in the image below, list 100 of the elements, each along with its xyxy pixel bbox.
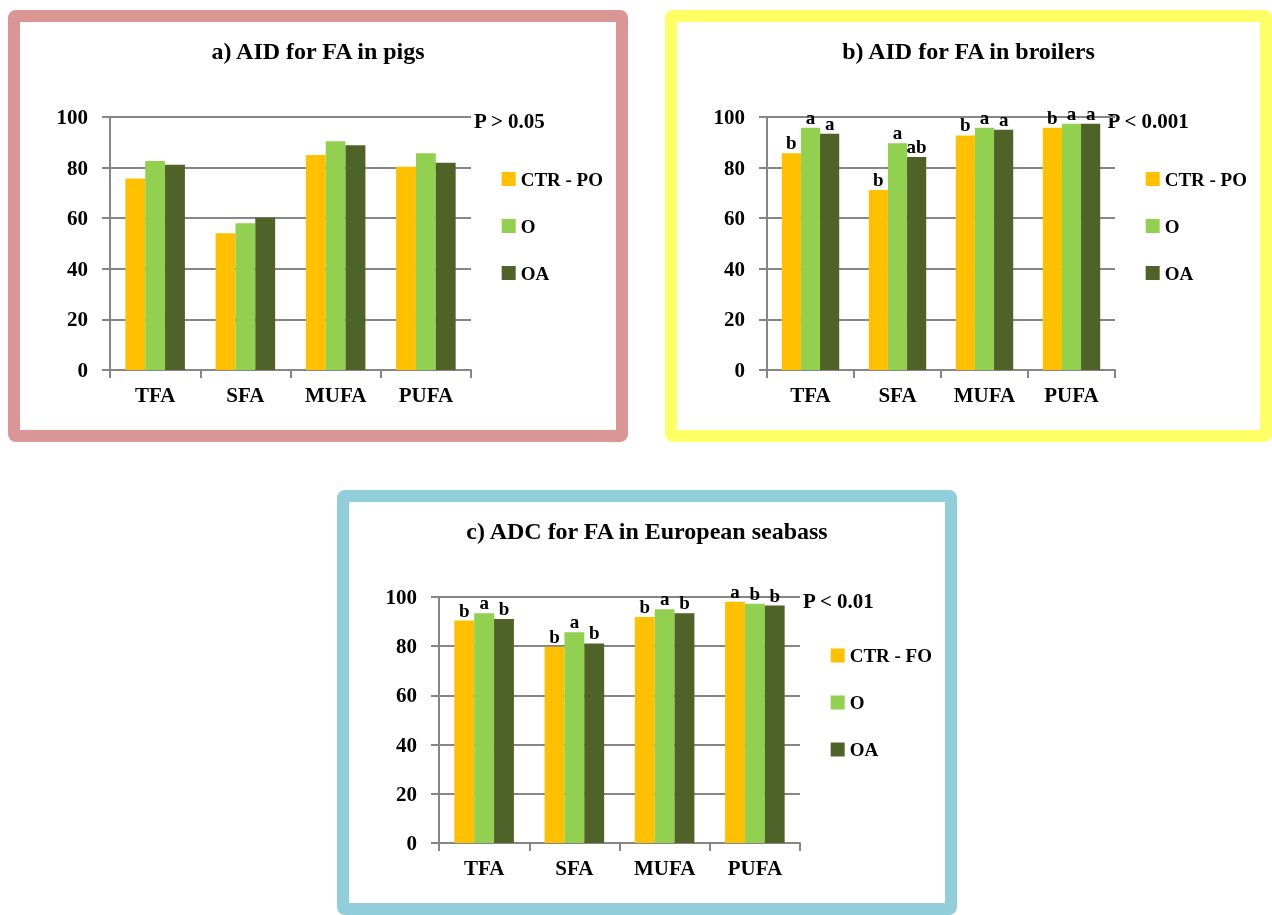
legend-label: CTR - PO <box>520 168 603 190</box>
bar <box>1081 123 1101 370</box>
bar <box>215 233 236 370</box>
data-label: a <box>1085 102 1096 124</box>
legend-label: OA <box>849 739 879 760</box>
legend-label: OA <box>520 262 550 284</box>
bar <box>800 127 821 370</box>
legend-label: O <box>520 215 536 237</box>
x-tick-label: TFA <box>790 382 832 407</box>
x-tick-label: SFA <box>226 382 266 407</box>
bar <box>634 616 655 843</box>
y-tick-label: 60 <box>724 206 745 231</box>
bar <box>325 141 346 370</box>
data-label: a <box>479 592 490 614</box>
bar <box>725 601 745 843</box>
x-tick-label: MUFA <box>953 382 1017 407</box>
bar <box>955 135 975 370</box>
bar <box>415 153 436 370</box>
bar <box>584 643 605 843</box>
bar <box>764 605 785 843</box>
bar <box>255 217 276 370</box>
bar <box>820 133 840 370</box>
bar <box>474 613 495 843</box>
x-tick-label: MUFA <box>304 382 368 407</box>
data-label: a <box>998 108 1009 130</box>
bar <box>435 162 456 370</box>
x-tick-label: TFA <box>134 382 177 407</box>
legend-label: O <box>849 692 865 713</box>
bar <box>305 154 326 370</box>
bar <box>235 223 256 370</box>
data-label: a <box>1066 102 1077 124</box>
data-label: b <box>786 132 797 154</box>
data-label: b <box>639 595 651 617</box>
y-tick-label: 40 <box>67 256 88 281</box>
data-label: b <box>588 622 600 644</box>
data-label: b <box>679 592 690 614</box>
bar <box>974 127 995 370</box>
chart-title: b) AID for FA in broilers <box>842 38 1095 64</box>
y-tick-label: 0 <box>77 358 88 382</box>
bar <box>454 620 475 843</box>
bar <box>544 646 565 843</box>
data-label: ab <box>906 135 927 157</box>
y-tick-label: 100 <box>713 105 745 129</box>
chart-title: a) AID for FA in pigs <box>211 38 425 64</box>
bar <box>396 166 416 370</box>
chart-title: c) ADC for FA in European seabass <box>466 518 828 544</box>
bar <box>868 190 888 370</box>
x-tick-label: SFA <box>878 382 918 407</box>
data-label: a <box>730 580 741 602</box>
bar <box>564 632 585 843</box>
text: P > 0.05 <box>473 108 545 133</box>
data-label: b <box>498 597 510 619</box>
data-label: b <box>458 599 470 621</box>
x-tick-label: PUFA <box>1044 382 1100 407</box>
y-tick-label: 80 <box>396 634 417 659</box>
text: P < 0.01 <box>802 588 874 613</box>
x-tick-label: TFA <box>463 855 506 880</box>
y-tick-label: 20 <box>724 307 745 332</box>
bar <box>744 603 765 843</box>
data-label: a <box>659 588 670 610</box>
data-label: a <box>569 611 580 633</box>
y-tick-label: 80 <box>724 155 745 180</box>
x-tick-label: SFA <box>555 855 595 880</box>
y-tick-label: 100 <box>56 105 88 129</box>
bar <box>125 178 146 370</box>
y-tick-label: 60 <box>67 206 88 231</box>
legend-label: CTR - FO <box>849 645 932 666</box>
bar <box>654 609 675 843</box>
y-tick-label: 20 <box>67 307 88 332</box>
bar <box>145 161 166 370</box>
data-label: a <box>892 122 903 144</box>
data-label: b <box>769 584 781 606</box>
x-tick-label: MUFA <box>633 855 697 880</box>
y-tick-label: 0 <box>734 358 745 382</box>
x-tick-label: PUFA <box>398 382 454 407</box>
data-label: a <box>805 106 816 128</box>
legend-label: OA <box>1164 262 1194 284</box>
y-tick-label: 100 <box>385 585 417 609</box>
y-tick-label: 80 <box>67 155 88 180</box>
y-tick-label: 60 <box>396 683 417 708</box>
bar <box>887 143 908 370</box>
bar <box>345 145 366 370</box>
bar <box>165 164 185 370</box>
bar <box>781 153 801 370</box>
data-label: b <box>873 169 884 191</box>
data-label: b <box>549 625 560 647</box>
y-tick-label: 40 <box>396 732 417 757</box>
bar <box>994 129 1014 370</box>
bar <box>907 156 927 370</box>
data-label: a <box>824 112 835 134</box>
x-tick-label: PUFA <box>727 855 783 880</box>
y-tick-label: 0 <box>406 831 417 855</box>
legend-label: CTR - PO <box>1164 168 1247 190</box>
bar <box>674 613 695 843</box>
data-label: b <box>960 114 971 136</box>
legend-label: O <box>1164 215 1180 237</box>
data-label: b <box>1047 106 1058 128</box>
bar <box>1061 123 1082 370</box>
data-label: b <box>749 582 761 604</box>
y-tick-label: 40 <box>724 256 745 281</box>
